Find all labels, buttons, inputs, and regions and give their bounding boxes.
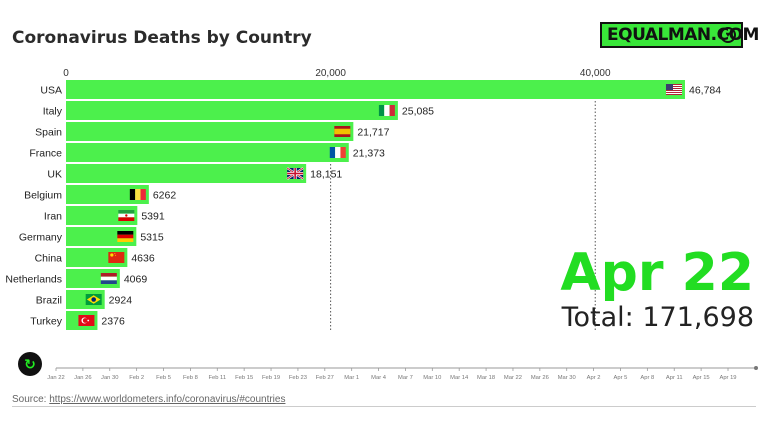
- brazil-flag-icon: [85, 294, 102, 305]
- bar: [66, 143, 349, 162]
- bar: [66, 80, 685, 99]
- spain-flag-icon: [334, 126, 351, 137]
- x-tick-label: 20,000: [315, 68, 346, 79]
- value-label: 21,717: [357, 127, 389, 139]
- heart-badge-icon: ♥: [720, 27, 736, 43]
- category-label: Germany: [19, 232, 63, 244]
- timeline-label: Feb 19: [262, 375, 280, 381]
- category-label: Belgium: [24, 190, 62, 202]
- timeline-label: Feb 27: [316, 375, 334, 381]
- replay-button[interactable]: ↻: [18, 352, 42, 376]
- italy-flag-icon: [378, 105, 395, 116]
- current-date: Apr 22: [560, 243, 754, 303]
- iran-flag-icon: [118, 210, 135, 221]
- category-label: Netherlands: [5, 274, 62, 286]
- source-line: Source: https://www.worldometers.info/co…: [12, 394, 285, 405]
- category-label: USA: [40, 85, 62, 97]
- source-link[interactable]: https://www.worldometers.info/coronaviru…: [49, 394, 286, 405]
- bottom-divider: [12, 406, 756, 407]
- bar: [66, 185, 149, 204]
- turkey-flag-icon: [78, 315, 95, 326]
- france-flag-icon: [329, 147, 346, 158]
- timeline-label: Apr 2: [587, 375, 601, 381]
- timeline-label: Jan 30: [101, 375, 118, 381]
- timeline-label: Mar 10: [423, 375, 441, 381]
- timeline-handle: [754, 366, 758, 370]
- timeline-label: Feb 8: [183, 375, 198, 381]
- total-count: Total: 171,698: [561, 302, 754, 333]
- source-prefix: Source:: [12, 394, 50, 405]
- brand-logo[interactable]: EQUALMAN.COM ♥: [600, 22, 759, 48]
- replay-icon: ↻: [24, 355, 36, 372]
- timeline-label: Mar 7: [398, 375, 413, 381]
- uk-flag-icon: [286, 167, 304, 180]
- timeline-label: Feb 2: [129, 375, 144, 381]
- timeline-label: Apr 11: [666, 375, 683, 381]
- value-label: 18,151: [310, 169, 342, 181]
- value-label: 4636: [131, 253, 155, 265]
- timeline-label: Apr 15: [693, 375, 710, 381]
- category-label: France: [29, 148, 62, 160]
- category-label: Iran: [44, 211, 62, 223]
- value-label: 46,784: [689, 85, 721, 97]
- x-tick-label: 40,000: [580, 68, 611, 79]
- belgium-flag-icon: [129, 189, 146, 200]
- category-label: Brazil: [36, 295, 62, 307]
- timeline-label: Mar 18: [477, 375, 495, 381]
- netherlands-flag-icon: [100, 273, 117, 284]
- timeline-label: Mar 14: [450, 375, 469, 381]
- timeline-label: Feb 15: [235, 375, 253, 381]
- bar: [66, 164, 307, 183]
- timeline-label: Feb 23: [289, 375, 307, 381]
- value-label: 5315: [140, 232, 164, 244]
- category-label: China: [35, 253, 63, 265]
- usa-flag-icon: [665, 84, 682, 95]
- bar: [66, 122, 354, 141]
- x-tick-label: 0: [63, 68, 69, 79]
- value-label: 2924: [109, 295, 133, 307]
- value-label: 6262: [153, 190, 177, 202]
- chart-title: Coronavirus Deaths by Country: [12, 28, 312, 48]
- category-label: Spain: [35, 127, 62, 139]
- timeline-label: Mar 4: [371, 375, 387, 381]
- timeline-label: Feb 11: [208, 375, 226, 381]
- category-label: Turkey: [30, 316, 62, 328]
- timeline-label: Feb 5: [156, 375, 171, 381]
- value-label: 4069: [124, 274, 148, 286]
- germany-flag-icon: [117, 231, 134, 242]
- category-label: Italy: [43, 106, 63, 118]
- category-label: UK: [47, 169, 62, 181]
- bar: [66, 101, 398, 120]
- value-label: 5391: [141, 211, 165, 223]
- timeline-label: Mar 1: [344, 375, 359, 381]
- timeline-label: Apr 19: [719, 375, 736, 381]
- timeline-label: Jan 22: [47, 375, 64, 381]
- value-label: 21,373: [353, 148, 385, 160]
- timeline-label: Apr 8: [640, 375, 654, 381]
- china-flag-icon: [108, 252, 125, 263]
- timeline-label: Jan 26: [74, 375, 91, 381]
- timeline-label: Apr 5: [614, 375, 628, 381]
- timeline-label: Mar 22: [504, 375, 522, 381]
- value-label: 25,085: [402, 106, 434, 118]
- timeline-label: Mar 26: [531, 375, 549, 381]
- timeline-label: Mar 30: [558, 375, 576, 381]
- value-label: 2376: [101, 316, 125, 328]
